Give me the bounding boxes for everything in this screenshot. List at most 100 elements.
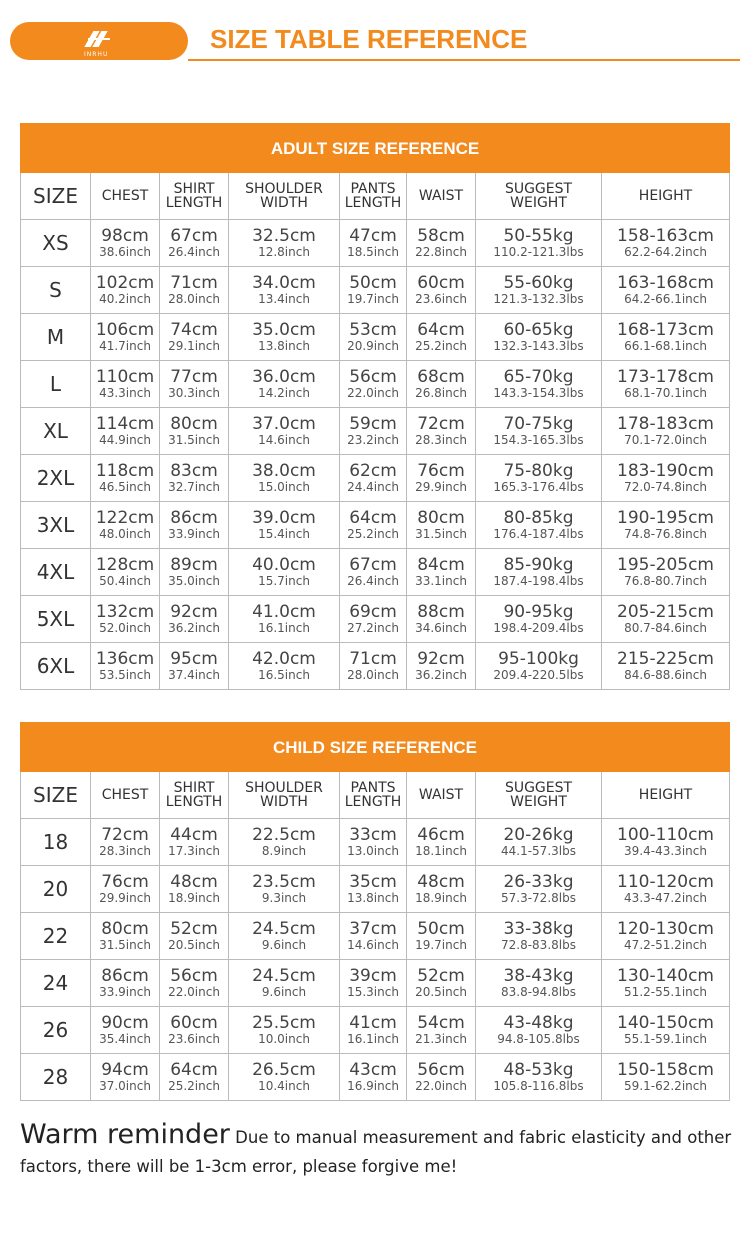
measure-cell: 80cm 31.5inch — [90, 912, 160, 960]
imperial-value: 20.5inch — [415, 985, 467, 999]
size-row: 4XL 128cm 50.4inch 89cm 35.0inch 40.0cm 15.7in… — [20, 548, 731, 596]
size-label: 22 — [20, 912, 91, 960]
measure-cell: 67cm 26.4inch — [339, 548, 407, 596]
imperial-value: 18.5inch — [347, 245, 399, 259]
measure-cell: 67cm 26.4inch — [159, 219, 229, 267]
imperial-value: 55.1-59.1inch — [624, 1032, 707, 1046]
header-line: LENGTH — [344, 794, 402, 810]
imperial-value: 16.1inch — [347, 1032, 399, 1046]
measure-cell: 55-60kg 121.3-132.3lbs — [475, 266, 602, 314]
logo-icon — [84, 31, 110, 47]
metric-value: 90cm — [101, 1013, 149, 1033]
imperial-value: 15.4inch — [258, 527, 310, 541]
measure-cell: 106cm 41.7inch — [90, 313, 160, 361]
imperial-value: 16.5inch — [258, 668, 310, 682]
table-title: CHILD SIZE REFERENCE — [19, 722, 731, 772]
column-header: PANTS LENGTH — [339, 172, 407, 220]
size-row: L 110cm 43.3inch 77cm 30.3inch 36.0cm 14.2inch… — [20, 360, 731, 408]
metric-value: 24.5cm — [252, 919, 316, 939]
size-label: L — [20, 360, 91, 408]
measure-cell: 26.5cm 10.4inch — [228, 1053, 340, 1101]
header-line: LENGTH — [344, 195, 402, 211]
measure-cell: 26-33kg 57.3-72.8lbs — [475, 865, 602, 913]
size-label: S — [20, 266, 91, 314]
imperial-value: 13.4inch — [258, 292, 310, 306]
measure-cell: 37cm 14.6inch — [339, 912, 407, 960]
measure-cell: 72cm 28.3inch — [406, 407, 476, 455]
metric-value: 70-75kg — [503, 414, 574, 434]
imperial-value: 121.3-132.3lbs — [493, 292, 584, 306]
logo-badge — [10, 22, 188, 60]
imperial-value: 59.1-62.2inch — [624, 1079, 707, 1093]
column-header: SUGGEST WEIGHT — [475, 771, 602, 819]
metric-value: 43cm — [349, 1060, 397, 1080]
measure-cell: 76cm 29.9inch — [90, 865, 160, 913]
imperial-value: 29.9inch — [415, 480, 467, 494]
measure-cell: 84cm 33.1inch — [406, 548, 476, 596]
measure-cell: 54cm 21.3inch — [406, 1006, 476, 1054]
measure-cell: 70-75kg 154.3-165.3lbs — [475, 407, 602, 455]
measure-cell: 80-85kg 176.4-187.4lbs — [475, 501, 602, 549]
column-header: SHOULDER WIDTH — [228, 172, 340, 220]
imperial-value: 33.9inch — [99, 985, 151, 999]
metric-value: 42.0cm — [252, 649, 316, 669]
adult-table: ADULT SIZE REFERENCE SIZE CHEST SHIRT LENGTH… — [19, 123, 731, 690]
measure-cell: 50cm 19.7inch — [339, 266, 407, 314]
metric-value: 120-130cm — [617, 919, 714, 939]
imperial-value: 44.9inch — [99, 433, 151, 447]
metric-value: 75-80kg — [503, 461, 574, 481]
imperial-value: 132.3-143.3lbs — [493, 339, 584, 353]
size-label: 3XL — [20, 501, 91, 549]
measure-cell: 58cm 22.8inch — [406, 219, 476, 267]
metric-value: 100-110cm — [617, 825, 714, 845]
title-row: ADULT SIZE REFERENCE — [19, 123, 731, 173]
imperial-value: 23.6inch — [415, 292, 467, 306]
metric-value: 40.0cm — [252, 555, 316, 575]
metric-value: 48cm — [417, 872, 465, 892]
size-label: 26 — [20, 1006, 91, 1054]
imperial-value: 21.3inch — [415, 1032, 467, 1046]
metric-value: 41.0cm — [252, 602, 316, 622]
measure-cell: 62cm 24.4inch — [339, 454, 407, 502]
imperial-value: 27.2inch — [347, 621, 399, 635]
metric-value: 205-215cm — [617, 602, 714, 622]
measure-cell: 32.5cm 12.8inch — [228, 219, 340, 267]
header-line: SHIRT — [173, 780, 215, 796]
measure-cell: 90-95kg 198.4-209.4lbs — [475, 595, 602, 643]
measure-cell: 150-158cm 59.1-62.2inch — [600, 1053, 731, 1101]
column-header: SHOULDER WIDTH — [228, 771, 340, 819]
measure-cell: 86cm 33.9inch — [159, 501, 229, 549]
imperial-value: 16.9inch — [347, 1079, 399, 1093]
metric-value: 74cm — [170, 320, 218, 340]
metric-value: 56cm — [417, 1060, 465, 1080]
reminder-text: Due to manual measurement and fabric ela… — [20, 1128, 732, 1176]
title-rule — [188, 59, 740, 61]
imperial-value: 9.3inch — [261, 891, 307, 905]
size-row: 6XL 136cm 53.5inch 95cm 37.4inch 42.0cm 16.5in… — [20, 642, 731, 690]
imperial-value: 17.3inch — [168, 844, 220, 858]
measure-cell: 130-140cm 51.2-55.1inch — [600, 959, 731, 1007]
measure-cell: 90cm 35.4inch — [90, 1006, 160, 1054]
imperial-value: 13.8inch — [258, 339, 310, 353]
metric-value: 89cm — [170, 555, 218, 575]
metric-value: 76cm — [417, 461, 465, 481]
measure-cell: 59cm 23.2inch — [339, 407, 407, 455]
logo-text: INRHU — [84, 51, 109, 58]
header-line: WIDTH — [260, 794, 308, 810]
size-row: 5XL 132cm 52.0inch 92cm 36.2inch 41.0cm 16.1in… — [20, 595, 731, 643]
header-line: WAIST — [418, 188, 464, 204]
metric-value: 95-100kg — [498, 649, 579, 669]
measure-cell: 24.5cm 9.6inch — [228, 912, 340, 960]
metric-value: 43-48kg — [503, 1013, 574, 1033]
metric-value: 37cm — [349, 919, 397, 939]
metric-value: 118cm — [95, 461, 155, 481]
column-header: WAIST — [406, 172, 476, 220]
size-row: 28 94cm 37.0inch 64cm 25.2inch 26.5cm 10.4inch… — [20, 1053, 731, 1101]
imperial-value: 40.2inch — [99, 292, 151, 306]
metric-value: 56cm — [170, 966, 218, 986]
metric-value: 38-43kg — [503, 966, 574, 986]
imperial-value: 39.4-43.3inch — [624, 844, 707, 858]
imperial-value: 14.2inch — [258, 386, 310, 400]
measure-cell: 132cm 52.0inch — [90, 595, 160, 643]
metric-value: 98cm — [101, 226, 149, 246]
